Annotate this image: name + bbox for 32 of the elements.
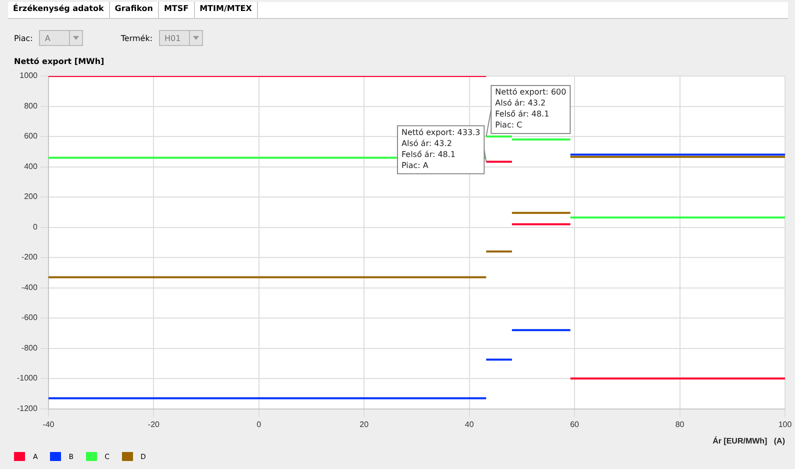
annotation: Nettó export: 600 Alsó ár: 43.2 Felső ár: 48.1 Piac: C — [495, 88, 566, 130]
x-tick-label: 0 — [256, 420, 262, 429]
y-tick-label: -800 — [21, 343, 38, 352]
y-tick-label: 200 — [24, 192, 38, 202]
text: A — [44, 34, 52, 42]
y-tick-label: 400 — [24, 162, 38, 171]
text: Grafikon — [110, 2, 159, 18]
text: MTSF — [158, 2, 195, 18]
text: Termék: — [120, 34, 153, 42]
x-tick-label: 80 — [675, 420, 685, 429]
y-tick-label: -1200 — [16, 404, 38, 414]
x-tick-label: 60 — [570, 420, 580, 429]
annotation: Nettó export: 433.3 Alsó ár: 43.2 Felső ár: 48.1 Piac: A — [402, 128, 480, 170]
text: Érzékenység adatok — [8, 2, 110, 18]
x-tick-label: 20 — [360, 420, 370, 429]
y-axis-title: Nettó export [MWh] — [14, 57, 104, 66]
y-tick-label: 1000 — [20, 71, 38, 80]
x-tick-label: -20 — [148, 420, 160, 429]
text: Piac: — [14, 34, 33, 42]
text: H01 — [164, 34, 182, 42]
y-tick-label: -1000 — [16, 374, 38, 383]
y-tick-label: -400 — [21, 282, 38, 292]
y-tick-label: -600 — [21, 313, 38, 322]
x-axis-title: Ár [EUR/MWh] (A) — [712, 435, 786, 446]
text: MTIM/MTEX — [194, 2, 258, 18]
y-tick-label: 800 — [24, 101, 38, 110]
x-tick-label: -40 — [42, 420, 55, 429]
y-tick-label: -200 — [21, 252, 38, 262]
x-tick-label: 40 — [464, 420, 474, 429]
y-tick-label: 0 — [33, 222, 38, 232]
y-tick-label: 600 — [24, 132, 38, 141]
x-tick-label: 100 — [778, 420, 792, 429]
